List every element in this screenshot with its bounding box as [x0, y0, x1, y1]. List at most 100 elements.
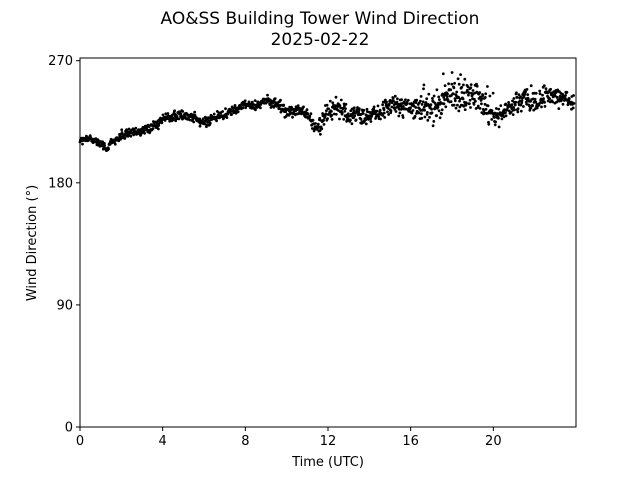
data-point [453, 99, 457, 103]
data-point [468, 102, 471, 106]
data-point [469, 83, 473, 86]
data-point [397, 107, 401, 111]
data-point [357, 107, 361, 110]
data-point [236, 110, 240, 114]
data-point [161, 113, 165, 117]
data-point [504, 114, 508, 118]
data-point [224, 107, 227, 111]
data-point [560, 98, 564, 101]
data-point [414, 101, 418, 104]
data-point [247, 100, 251, 104]
data-point [340, 111, 344, 115]
data-point [328, 99, 332, 103]
data-point [350, 107, 354, 111]
data-point [516, 110, 520, 114]
data-point [524, 90, 527, 94]
data-point [457, 82, 461, 86]
data-point [164, 112, 168, 116]
data-point [172, 117, 176, 120]
data-point [543, 100, 546, 104]
data-point [413, 114, 417, 118]
data-point [160, 121, 164, 125]
data-point [250, 100, 254, 104]
data-point [406, 98, 410, 102]
data-point [542, 97, 545, 100]
data-point [391, 97, 395, 100]
data-point [215, 119, 219, 123]
data-point [488, 94, 492, 98]
data-point [405, 102, 409, 105]
data-point [466, 85, 470, 89]
data-point [346, 112, 350, 116]
data-point [510, 103, 514, 107]
data-point [129, 134, 133, 138]
data-point [203, 122, 207, 126]
data-point [468, 98, 472, 102]
data-point [456, 77, 460, 81]
data-point [494, 120, 497, 124]
data-point [382, 111, 386, 115]
data-point [513, 103, 517, 107]
data-point [273, 97, 277, 100]
data-point [255, 106, 259, 109]
data-point [253, 99, 257, 102]
data-point [450, 71, 454, 74]
data-point [107, 147, 110, 151]
data-point [453, 81, 456, 85]
data-point [430, 107, 433, 111]
data-point [494, 107, 498, 110]
data-point [463, 108, 467, 111]
data-point [343, 109, 347, 113]
data-point [478, 107, 482, 110]
data-point [571, 106, 575, 110]
data-point [142, 129, 146, 133]
data-point [450, 82, 454, 86]
data-point [520, 99, 524, 102]
data-point [364, 122, 368, 126]
data-point [483, 96, 487, 99]
data-point [462, 104, 466, 108]
data-point [546, 99, 550, 103]
data-point [396, 97, 399, 101]
data-point [117, 139, 121, 143]
data-point [379, 117, 382, 121]
data-point [511, 113, 515, 116]
data-point [414, 106, 418, 109]
data-point [432, 120, 436, 123]
data-point [277, 107, 281, 111]
data-point [497, 125, 501, 129]
data-point [473, 91, 477, 95]
data-point [365, 107, 369, 111]
data-point [440, 108, 444, 112]
data-point [456, 103, 459, 107]
data-point [422, 105, 426, 109]
data-point [460, 91, 464, 94]
data-point [507, 101, 510, 104]
data-point [400, 98, 403, 102]
data-point [538, 92, 542, 96]
data-point [330, 110, 333, 113]
data-point [490, 109, 494, 113]
data-point [353, 114, 357, 118]
data-point [520, 101, 524, 105]
data-point [515, 96, 519, 99]
data-point [457, 109, 461, 113]
plot-frame [79, 57, 577, 428]
data-point [233, 104, 237, 107]
data-point [478, 91, 482, 94]
data-point [443, 84, 447, 87]
data-point [564, 94, 567, 97]
data-point [457, 95, 460, 99]
data-point [500, 117, 504, 121]
data-point [469, 86, 473, 90]
data-point [268, 98, 272, 102]
data-point [328, 112, 332, 115]
x-tick-label: 4 [159, 434, 167, 449]
data-point [296, 104, 300, 108]
data-point [193, 110, 197, 114]
data-point [565, 90, 569, 94]
data-point [512, 106, 515, 109]
data-point [322, 118, 325, 122]
data-point [120, 128, 124, 132]
